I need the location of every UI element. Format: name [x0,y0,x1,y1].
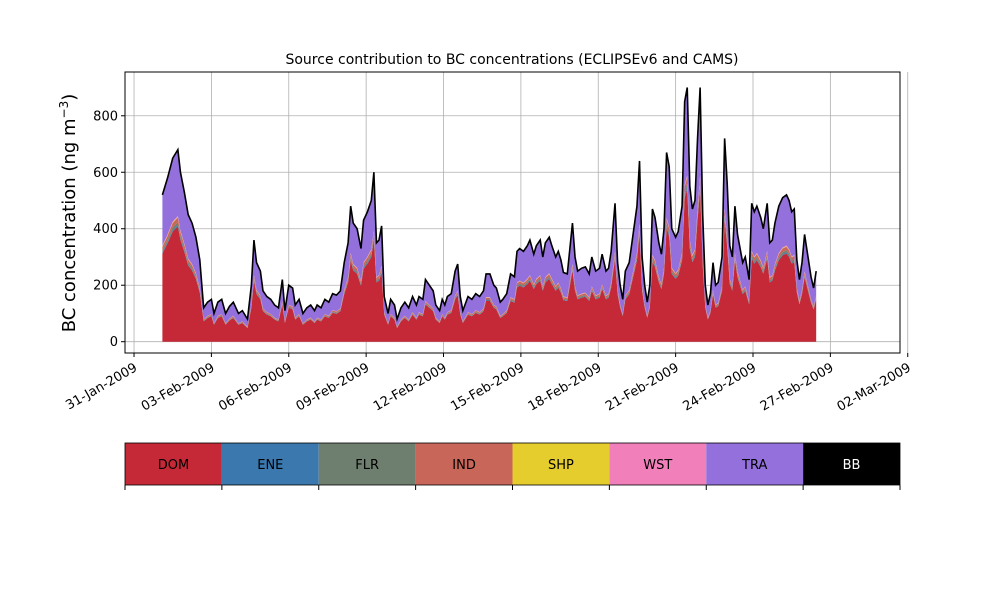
legend: DOM ENE FLR IND SHP WST TRA BB [124,442,901,490]
y-tick-label: 200 [93,279,118,294]
area-tra [162,88,817,327]
legend-label-shp: SHP [548,458,574,473]
x-tick-label: 09-Feb-2009 [294,360,373,414]
y-tick-label: 800 [93,109,118,124]
legend-label-tra: TRA [741,458,767,473]
legend-swatch-ind [415,443,513,485]
total-concentration-line [161,87,817,323]
y-tick-label: 0 [110,335,118,350]
chart-title: Source contribution to BC concentrations… [285,52,738,68]
legend-label-ene: ENE [257,458,283,473]
legend-swatch-bb [803,443,900,485]
x-tick-label: 31-Jan-2009 [63,360,140,413]
y-tick-label: 400 [93,222,118,237]
stacked-area-layer [162,87,817,342]
legend-swatch-wst [609,443,707,485]
legend-swatch-ene [221,443,319,485]
x-tick-label: 18-Feb-2009 [526,360,605,414]
x-axis: 31-Jan-200903-Feb-200906-Feb-200909-Feb-… [63,353,914,415]
legend-swatch-shp [512,443,610,485]
x-tick-label: 06-Feb-2009 [216,360,295,414]
y-tick-label: 600 [93,166,118,181]
area-dom [162,189,817,342]
x-tick-label: 24-Feb-2009 [680,360,759,414]
legend-label-wst: WST [643,458,672,473]
legend-label-ind: IND [452,458,476,473]
legend-label-dom: DOM [158,458,189,473]
x-tick-label: 03-Feb-2009 [139,360,218,414]
legend-swatch-flr [318,443,416,485]
plot-frame [124,71,901,354]
legend-swatch-tra [706,443,804,485]
legend-label-bb: BB [843,458,861,473]
x-tick-label: 21-Feb-2009 [603,360,682,414]
legend-label-flr: FLR [355,458,379,473]
x-tick-label: 27-Feb-2009 [758,360,837,414]
y-axis-label: BC concentration (ng m−3) [57,94,80,333]
legend-swatch-dom [125,443,222,485]
x-tick-label: 15-Feb-2009 [448,360,527,414]
y-axis: 0 200 400 600 800 [93,109,125,350]
x-tick-label: 12-Feb-2009 [371,360,450,414]
x-tick-label: 02-Mar-2009 [835,360,914,414]
